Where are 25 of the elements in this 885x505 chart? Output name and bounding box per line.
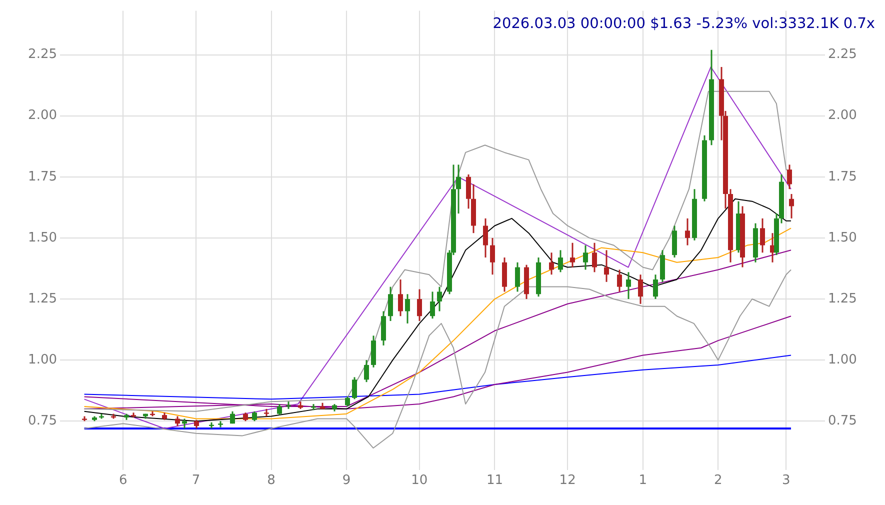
y-tick-label: 0.75 xyxy=(28,414,57,429)
y-tick-label: 2.00 xyxy=(28,108,57,124)
chart-title: 2026.03.03 00:00:00 $1.63 -5.23% vol:3332.1K 0.7x xyxy=(492,16,875,32)
x-tick-label: 11 xyxy=(486,473,503,488)
y2-tick-label: 1.75 xyxy=(828,169,857,184)
y-tick-label: 1.50 xyxy=(28,230,57,246)
x-tick-label: 12 xyxy=(559,473,576,488)
y2-tick-label: 2.25 xyxy=(828,47,857,62)
x-tick-label: 9 xyxy=(342,473,351,488)
y2-tick-label: 1.50 xyxy=(828,230,857,246)
y2-tick-label: 1.25 xyxy=(828,291,857,306)
x-tick-label: 8 xyxy=(267,473,276,488)
x-tick-label: 6 xyxy=(119,473,128,488)
x-tick-label: 1 xyxy=(638,473,647,488)
y-tick-label: 1.25 xyxy=(28,291,57,306)
y2-tick-label: 1.00 xyxy=(828,352,857,368)
y2-tick-label: 0.75 xyxy=(828,414,857,429)
x-tick-label: 10 xyxy=(411,473,428,488)
y2-tick-label: 2.00 xyxy=(828,108,857,124)
y-tick-label: 1.75 xyxy=(28,169,57,184)
y-tick-label: 1.00 xyxy=(28,352,57,368)
y-tick-label: 2.25 xyxy=(28,47,57,62)
x-tick-label: 3 xyxy=(782,473,790,488)
x-tick-label: 2 xyxy=(714,473,722,488)
x-tick-label: 7 xyxy=(192,473,200,488)
